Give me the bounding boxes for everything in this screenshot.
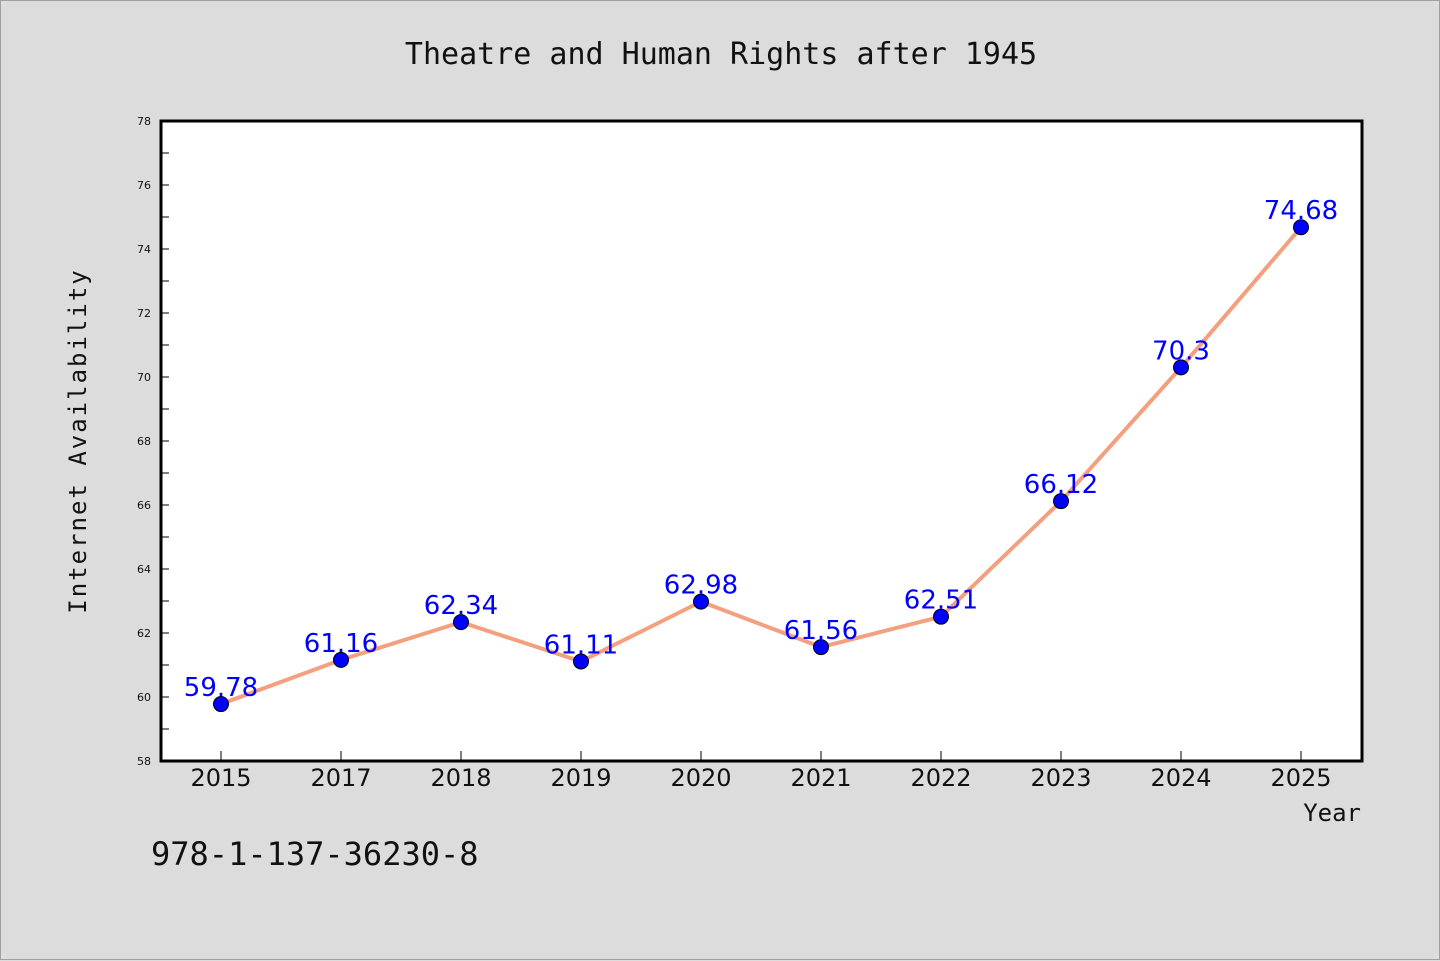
data-point (1173, 359, 1189, 376)
data-point (813, 639, 829, 656)
y-axis-label: Internet Availability (64, 268, 92, 613)
y-tick-label: 76 (137, 179, 151, 192)
chart-title: Theatre and Human Rights after 1945 (405, 37, 1037, 72)
data-label: 70.3 (1152, 336, 1210, 366)
y-tick-label: 70 (137, 371, 151, 384)
y-tick-label: 72 (137, 307, 151, 320)
series-layer (213, 219, 1309, 713)
x-tick-label: 2017 (310, 764, 371, 792)
data-point (213, 696, 229, 713)
x-tick-label: 2021 (790, 764, 851, 792)
y-tick-label: 78 (137, 115, 151, 128)
y-tick-label: 68 (137, 435, 151, 448)
x-tick-label: 2019 (550, 764, 611, 792)
x-tick-label: 2022 (910, 764, 971, 792)
x-tick-label: 2020 (670, 764, 731, 792)
data-point (693, 593, 709, 610)
series-line (220, 225, 1303, 706)
data-labels: 59.78 61.16 62.34 61.11 62.98 61.56 62.51 66.12… (184, 196, 1338, 703)
x-tick-label: 2018 (430, 764, 491, 792)
data-label: 61.16 (304, 629, 378, 659)
data-point (1293, 219, 1309, 236)
y-tick-label: 66 (137, 499, 151, 512)
data-label: 62.98 (664, 571, 738, 601)
x-tick-label: 2025 (1270, 764, 1331, 792)
y-axis: 58 60 62 64 66 68 70 72 74 76 78 (137, 115, 169, 768)
y-tick-label: 74 (137, 243, 151, 256)
data-label: 62.51 (904, 586, 978, 616)
data-point (1053, 493, 1069, 510)
data-point (933, 608, 949, 625)
y-tick-label: 58 (137, 755, 151, 768)
y-tick-label: 64 (137, 563, 151, 576)
y-tick-label: 62 (137, 627, 151, 640)
data-label: 61.56 (784, 616, 858, 646)
x-tick-label: 2015 (190, 764, 251, 792)
data-label: 61.11 (544, 630, 618, 660)
data-label: 66.12 (1024, 470, 1098, 500)
isbn-text: 978-1-137-36230-8 (151, 835, 479, 873)
data-label: 62.34 (424, 591, 498, 621)
data-point (333, 651, 349, 668)
x-tick-label: 2023 (1030, 764, 1091, 792)
x-axis-label: Year (1303, 799, 1361, 827)
data-label: 74.68 (1264, 196, 1338, 226)
y-tick-label: 60 (137, 691, 151, 704)
data-label: 59.78 (184, 673, 258, 703)
x-tick-label: 2024 (1150, 764, 1211, 792)
data-point (573, 653, 589, 670)
data-point (453, 614, 469, 631)
plot-border (159, 119, 1364, 763)
x-axis: 2015 2017 2018 2019 2020 2021 2022 2023 2024 2025 (190, 751, 1332, 792)
